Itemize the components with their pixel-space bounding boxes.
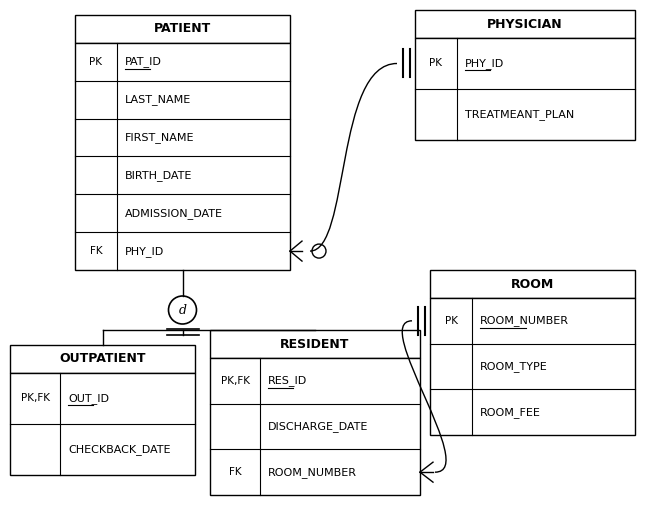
Bar <box>10 345 195 373</box>
Bar <box>210 330 420 358</box>
Text: TREATMEANT_PLAN: TREATMEANT_PLAN <box>465 109 574 120</box>
Text: FK: FK <box>229 467 242 477</box>
Text: ROOM_NUMBER: ROOM_NUMBER <box>480 315 569 327</box>
Text: DISCHARGE_DATE: DISCHARGE_DATE <box>268 421 368 432</box>
Bar <box>415 10 635 38</box>
Text: OUT_ID: OUT_ID <box>68 393 109 404</box>
Text: FIRST_NAME: FIRST_NAME <box>125 132 195 143</box>
Text: BIRTH_DATE: BIRTH_DATE <box>125 170 193 181</box>
Text: PK: PK <box>430 58 443 68</box>
Text: RESIDENT: RESIDENT <box>281 337 350 351</box>
Text: PHY_ID: PHY_ID <box>465 58 505 69</box>
Bar <box>10 373 195 475</box>
Text: RES_ID: RES_ID <box>268 376 307 386</box>
Bar <box>430 270 635 298</box>
Text: CHECKBACK_DATE: CHECKBACK_DATE <box>68 444 171 455</box>
Text: ROOM_TYPE: ROOM_TYPE <box>480 361 547 372</box>
Bar <box>415 38 635 140</box>
Text: ROOM_FEE: ROOM_FEE <box>480 407 541 417</box>
Text: ROOM: ROOM <box>511 277 554 290</box>
Text: PHYSICIAN: PHYSICIAN <box>487 17 563 31</box>
Text: ADMISSION_DATE: ADMISSION_DATE <box>125 208 223 219</box>
Bar <box>430 298 635 435</box>
Text: LAST_NAME: LAST_NAME <box>125 95 191 105</box>
Text: d: d <box>178 305 186 317</box>
Text: PK: PK <box>89 57 102 67</box>
Text: FK: FK <box>90 246 102 256</box>
Text: PK: PK <box>445 316 458 326</box>
Text: ROOM_NUMBER: ROOM_NUMBER <box>268 467 357 478</box>
Bar <box>75 43 290 270</box>
Text: PHY_ID: PHY_ID <box>125 246 164 257</box>
Bar <box>75 15 290 43</box>
Text: PATIENT: PATIENT <box>154 22 211 35</box>
Text: OUTPATIENT: OUTPATIENT <box>59 353 146 365</box>
Text: PK,FK: PK,FK <box>221 376 249 386</box>
Text: PAT_ID: PAT_ID <box>125 56 162 67</box>
Bar <box>210 358 420 495</box>
Text: PK,FK: PK,FK <box>20 393 49 404</box>
